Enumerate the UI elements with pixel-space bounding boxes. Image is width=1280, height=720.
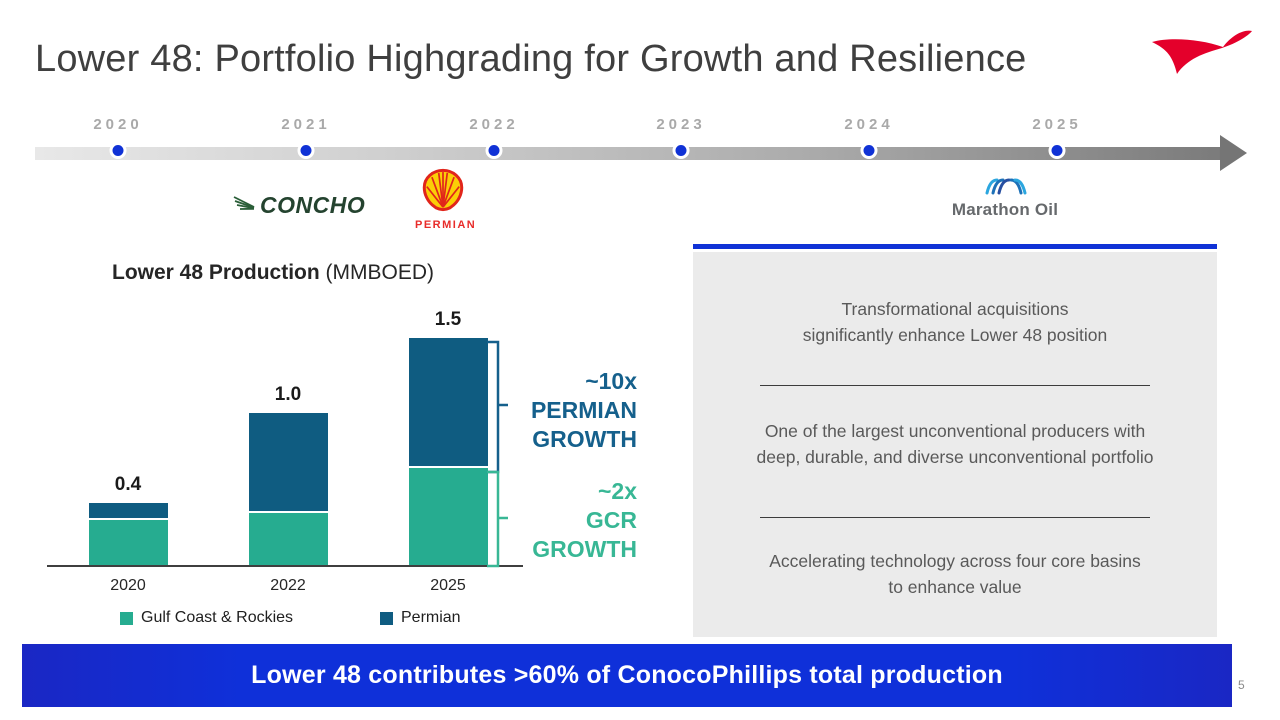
bar-2022: 1.0 xyxy=(248,384,328,565)
gcr-growth-line2: GCR xyxy=(585,507,637,533)
timeline-dot-2024 xyxy=(860,142,878,159)
panel-divider-1 xyxy=(760,385,1150,386)
gcr-legend-label: Gulf Coast & Rockies xyxy=(141,609,294,626)
x-axis-label-2022: 2022 xyxy=(270,577,306,594)
shell-pecten-icon xyxy=(417,168,469,217)
permian-growth-line3: GROWTH xyxy=(532,426,637,452)
marathon-wave-icon xyxy=(982,178,1028,199)
shell-permian-label: PERMIAN xyxy=(415,219,477,231)
bar-segment-gap xyxy=(408,465,488,468)
panel-item-technology-line1: Accelerating technology across four core… xyxy=(769,551,1141,571)
gcr-growth-line1: ~2x xyxy=(597,478,637,504)
bar-segment-permian-2020 xyxy=(88,503,168,518)
permian-growth-line2: PERMIAN xyxy=(530,397,637,423)
shell-permian-logo: PERMIAN xyxy=(415,167,477,231)
timeline-year-2021: 2021 xyxy=(281,116,331,133)
timeline-arrowhead-icon xyxy=(1220,135,1247,171)
panel-accent-bar xyxy=(693,244,1217,249)
timeline-dot-2022 xyxy=(485,142,503,159)
panel-item-technology-line2: to enhance value xyxy=(888,577,1022,597)
legend-item-gcr: Gulf Coast & Rockies xyxy=(120,609,293,627)
panel-item-acquisitions-line2: significantly enhance Lower 48 position xyxy=(802,325,1108,345)
bar-total-label-2020: 0.4 xyxy=(114,474,142,495)
bar-segment-permian-2025 xyxy=(408,338,488,466)
concho-logo: CONCHO xyxy=(232,192,365,219)
bar-segment-gcr-2025 xyxy=(408,467,488,565)
panel-item-producers: One of the largest unconventional produc… xyxy=(693,418,1217,470)
permian-growth-annotation: ~10x PERMIAN GROWTH xyxy=(497,367,637,454)
permian-legend-label: Permian xyxy=(401,609,461,626)
conocophillips-logo-icon xyxy=(1148,28,1256,85)
timeline-dot-2023 xyxy=(672,142,690,159)
bar-segment-gap xyxy=(88,518,168,520)
concho-fan-icon xyxy=(232,194,256,217)
bar-segment-permian-2022 xyxy=(248,413,328,511)
gcr-growth-annotation: ~2x GCR GROWTH xyxy=(497,477,637,564)
panel-divider-2 xyxy=(760,517,1150,518)
permian-legend-swatch-icon xyxy=(380,611,393,625)
slide-title: Lower 48: Portfolio Highgrading for Grow… xyxy=(35,38,1027,80)
bar-2025: 1.5 xyxy=(408,309,488,565)
timeline-year-2023: 2023 xyxy=(656,116,706,133)
chart-title-bold: Lower 48 Production xyxy=(112,261,320,284)
bar-chart-plot: 0.4 2020 1.0 2022 1.5 2025 xyxy=(47,309,523,594)
panel-item-acquisitions-line1: Transformational acquisitions xyxy=(841,299,1069,319)
bar-total-label-2025: 1.5 xyxy=(434,309,462,330)
legend-item-permian: Permian xyxy=(380,609,461,627)
timeline-year-2024: 2024 xyxy=(844,116,894,133)
banner-text: Lower 48 contributes >60% of ConocoPhill… xyxy=(251,661,1003,689)
timeline-bar xyxy=(35,147,1222,160)
gcr-legend-swatch-icon xyxy=(120,611,133,625)
bar-segment-gcr-2022 xyxy=(248,512,328,565)
bar-segment-gcr-2020 xyxy=(88,520,168,565)
timeline-year-2025: 2025 xyxy=(1032,116,1082,133)
highlights-panel: Transformational acquisitions significan… xyxy=(693,252,1217,637)
timeline-dot-2020 xyxy=(109,142,127,159)
chart-title-unit: (MMBOED) xyxy=(325,261,435,284)
panel-item-technology: Accelerating technology across four core… xyxy=(693,548,1217,600)
bar-total-label-2022: 1.0 xyxy=(274,384,302,405)
timeline-dot-2025 xyxy=(1048,142,1066,159)
panel-item-acquisitions: Transformational acquisitions significan… xyxy=(693,296,1217,348)
marathon-oil-label: Marathon Oil xyxy=(951,200,1059,219)
timeline-year-2020: 2020 xyxy=(93,116,143,133)
marathon-oil-logo: Marathon Oil xyxy=(944,178,1066,220)
timeline-year-2022: 2022 xyxy=(469,116,519,133)
page-number: 5 xyxy=(1238,678,1245,692)
x-axis-label-2020: 2020 xyxy=(110,577,146,594)
bar-2020: 0.4 xyxy=(88,474,168,565)
x-axis-label-2025: 2025 xyxy=(430,577,466,594)
permian-growth-line1: ~10x xyxy=(585,368,637,394)
timeline-dot-2021 xyxy=(297,142,315,159)
bar-segment-gap xyxy=(248,510,328,513)
gcr-growth-line3: GROWTH xyxy=(532,536,637,562)
panel-item-producers-line1: One of the largest unconventional produc… xyxy=(764,421,1146,441)
gcr-growth-bracket xyxy=(487,470,508,568)
panel-item-producers-line2: deep, durable, and diverse unconventiona… xyxy=(756,447,1154,467)
bottom-banner: Lower 48 contributes >60% of ConocoPhill… xyxy=(22,644,1232,707)
chart-title: Lower 48 Production (MMBOED) xyxy=(112,261,434,285)
concho-logo-text: CONCHO xyxy=(260,192,366,218)
